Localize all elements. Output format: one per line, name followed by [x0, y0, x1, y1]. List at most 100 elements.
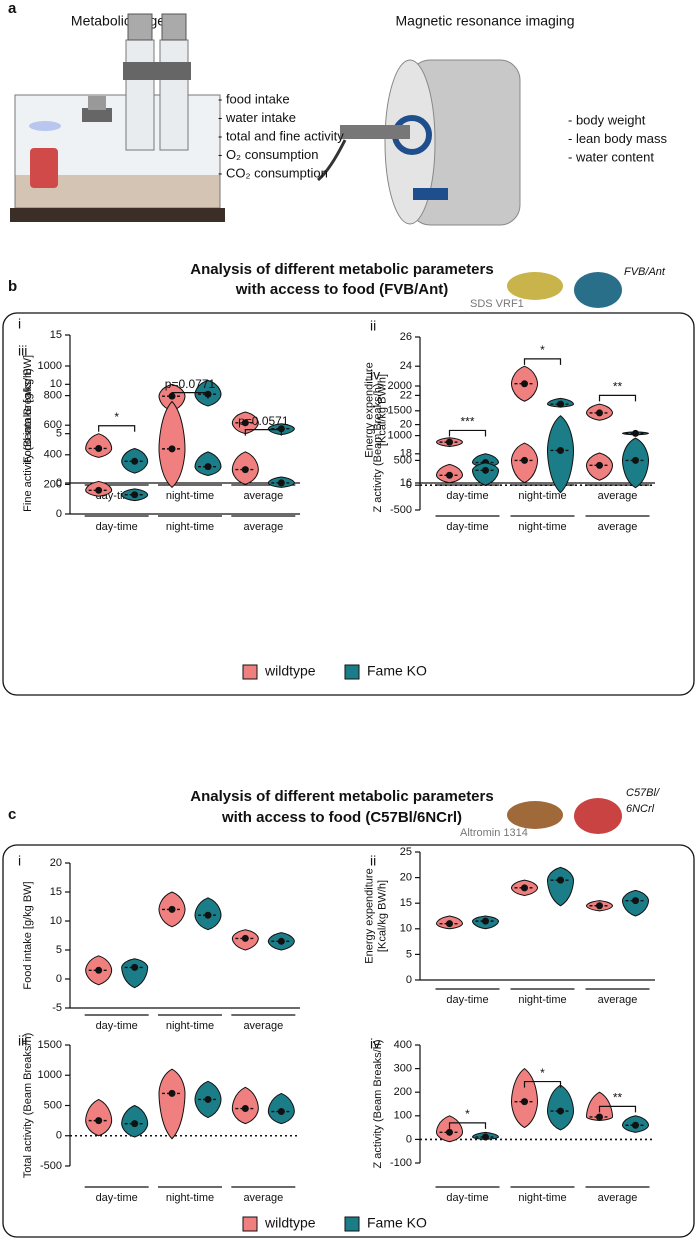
y-tick-label: 1500: [38, 1039, 62, 1051]
legend-label: Fame KO: [367, 1215, 427, 1231]
x-tick-label: night-time: [166, 490, 214, 502]
bullet-item: - total and fine activity: [218, 128, 344, 143]
x-tick-label: night-time: [166, 1192, 214, 1204]
y-tick-label: 20: [400, 872, 412, 884]
strain-label: FVB/Ant: [624, 266, 666, 278]
y-tick-label: 25: [400, 846, 412, 858]
y-axis-label: Energy expenditure: [363, 362, 375, 457]
x-tick-label: day-time: [446, 521, 488, 533]
legend-swatch: [344, 664, 360, 680]
mri-illustration: [317, 59, 521, 226]
x-tick-label: average: [243, 1192, 283, 1204]
panel-frame: [2, 312, 695, 696]
violin: [471, 462, 500, 486]
x-tick-label: night-time: [518, 521, 566, 533]
panel-label: a: [8, 0, 17, 17]
legend-swatch: [242, 664, 258, 680]
median-point: [521, 380, 528, 388]
x-tick-label: day-time: [96, 521, 138, 533]
median-point: [632, 1121, 639, 1129]
significance-label: **: [613, 1091, 623, 1105]
violin: [158, 1068, 186, 1140]
median-point: [446, 1128, 453, 1136]
significance-bracket: [244, 429, 282, 436]
food-icon: [507, 801, 563, 829]
y-tick-label: 1000: [38, 1069, 62, 1081]
median-point: [596, 1113, 603, 1121]
legend-label: wildtype: [264, 1215, 316, 1231]
x-tick-label: day-time: [446, 994, 488, 1006]
y-tick-label: 18: [400, 448, 412, 460]
panel-frame: [2, 844, 695, 1238]
significance-label: p=0.0571: [238, 414, 289, 428]
bullet-item: - lean body mass: [568, 131, 667, 146]
median-point: [241, 934, 249, 942]
y-tick-label: 400: [394, 1039, 412, 1051]
median-point: [482, 1133, 489, 1141]
median-point: [482, 466, 489, 474]
significance-bracket: [523, 1080, 562, 1088]
y-tick-label: 100: [394, 1110, 412, 1122]
y-tick-label: 5: [56, 944, 62, 956]
median-point: [277, 479, 285, 487]
y-tick-label: 15: [50, 329, 62, 341]
violin: [510, 1067, 539, 1129]
x-tick-label: night-time: [518, 490, 566, 502]
y-tick-label: 1500: [388, 405, 412, 417]
x-tick-label: night-time: [166, 521, 214, 533]
x-tick-label: day-time: [446, 490, 488, 502]
median-point: [446, 438, 453, 446]
legend-label: wildtype: [264, 663, 316, 679]
food-label: Altromin 1314: [460, 827, 528, 839]
y-tick-label: 16: [400, 477, 412, 489]
y-axis-label: [Kcal/kg BW/h]: [376, 374, 388, 446]
median-point: [95, 1117, 103, 1125]
y-axis-label: [Kcal/kg BW/h]: [376, 880, 388, 952]
median-point: [131, 963, 139, 971]
panel-title: with access to food (FVB/Ant): [235, 281, 449, 298]
y-tick-label: 600: [44, 419, 62, 431]
y-axis-label: Z activity (Beam Breaks/h): [372, 384, 384, 513]
y-tick-label: 5: [56, 428, 62, 440]
significance-bracket: [598, 1105, 637, 1113]
median-point: [131, 457, 139, 465]
section-title: Magnetic resonance imaging: [396, 13, 575, 29]
mouse-icon: [574, 798, 622, 834]
y-axis-label: Energy expenditure: [363, 868, 375, 963]
significance-label: ***: [460, 415, 474, 429]
legend-label: Fame KO: [367, 663, 427, 679]
median-point: [241, 466, 249, 474]
violin: [546, 415, 575, 494]
y-tick-label: 20: [400, 419, 412, 431]
median-point: [277, 937, 285, 945]
median-point: [557, 400, 564, 408]
y-tick-label: 200: [394, 1086, 412, 1098]
y-tick-label: 15: [50, 886, 62, 898]
panel-numeral: ii: [370, 853, 376, 869]
significance-label: *: [540, 343, 545, 357]
y-tick-label: 0: [406, 974, 412, 986]
strain-label: 6NCrl: [626, 803, 655, 815]
y-tick-label: 0: [56, 477, 62, 489]
significance-label: *: [540, 1066, 545, 1080]
y-tick-label: 10: [400, 923, 412, 935]
bullet-item: - body weight: [568, 112, 646, 127]
panel-title: Analysis of different metabolic paramete…: [190, 261, 493, 278]
y-tick-label: 0: [406, 479, 412, 491]
x-tick-label: average: [243, 521, 283, 533]
median-point: [557, 446, 564, 454]
median-point: [204, 463, 212, 471]
significance-bracket: [448, 1122, 487, 1129]
x-tick-label: average: [598, 521, 638, 533]
median-point: [446, 471, 453, 479]
violin: [546, 866, 575, 907]
y-axis-label: Food intake [g/kg BW]: [22, 881, 34, 989]
significance-label: *: [114, 410, 119, 424]
violin: [121, 958, 149, 989]
y-tick-label: -100: [390, 1157, 412, 1169]
x-tick-label: average: [243, 490, 283, 502]
panel-numeral: iii: [18, 343, 27, 359]
significance-label: *: [465, 1107, 470, 1121]
x-tick-label: night-time: [518, 994, 566, 1006]
legend-swatch: [242, 1216, 258, 1232]
